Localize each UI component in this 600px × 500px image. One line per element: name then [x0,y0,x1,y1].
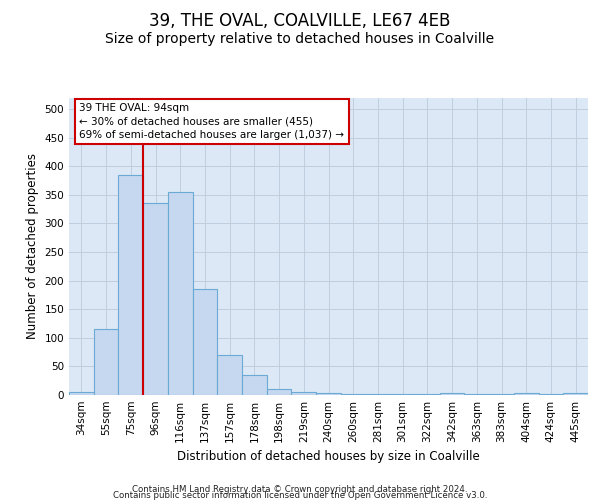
X-axis label: Distribution of detached houses by size in Coalville: Distribution of detached houses by size … [177,450,480,464]
Bar [69,392,94,395]
Bar [143,204,168,395]
Text: Contains HM Land Registry data © Crown copyright and database right 2024.: Contains HM Land Registry data © Crown c… [132,484,468,494]
Text: 39, THE OVAL, COALVILLE, LE67 4EB: 39, THE OVAL, COALVILLE, LE67 4EB [149,12,451,30]
Bar [464,394,489,395]
Bar [415,394,440,395]
Bar [563,394,588,395]
Bar [365,394,390,395]
Bar [267,390,292,395]
Bar [217,355,242,395]
Bar [316,394,341,395]
Bar [168,192,193,395]
Bar [440,394,464,395]
Text: Contains public sector information licensed under the Open Government Licence v3: Contains public sector information licen… [113,490,487,500]
Bar [489,394,514,395]
Bar [292,392,316,395]
Y-axis label: Number of detached properties: Number of detached properties [26,153,39,340]
Bar [514,394,539,395]
Text: Size of property relative to detached houses in Coalville: Size of property relative to detached ho… [106,32,494,46]
Bar [390,394,415,395]
Bar [539,394,563,395]
Bar [94,329,118,395]
Bar [242,375,267,395]
Text: 39 THE OVAL: 94sqm
← 30% of detached houses are smaller (455)
69% of semi-detach: 39 THE OVAL: 94sqm ← 30% of detached hou… [79,104,344,140]
Bar [341,394,365,395]
Bar [193,289,217,395]
Bar [118,174,143,395]
